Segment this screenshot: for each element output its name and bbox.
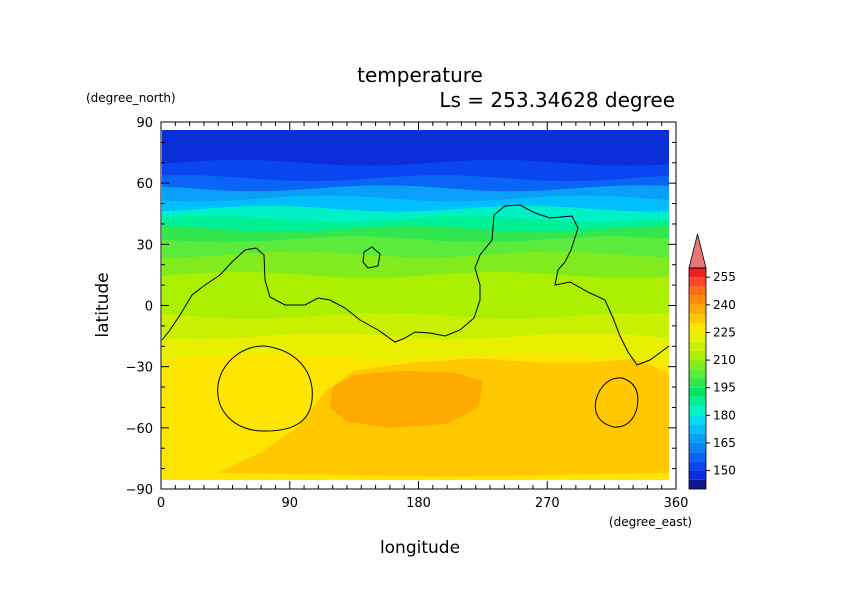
field-band [162, 292, 669, 320]
colorbar-swatch [689, 387, 706, 397]
colorbar-tick-label: 255 [713, 270, 736, 284]
contour-line-east-ellipse [594, 377, 639, 428]
colorbar-swatch [689, 424, 706, 434]
y-tick-label: 0 [145, 300, 153, 315]
y-tick-label: 30 [136, 238, 153, 253]
field-band [162, 205, 669, 223]
chart-subtitle: Ls = 253.34628 degree [439, 88, 675, 112]
axis-ticks [160, 121, 677, 490]
colorbar-swatch [689, 415, 706, 425]
colorbar-swatch [689, 360, 706, 370]
colorbar-swatch [689, 470, 706, 480]
colorbar-swatch [689, 323, 706, 333]
colorbar-over-triangle [688, 233, 707, 269]
colorbar-swatch [689, 406, 706, 416]
colorbar-swatch [689, 452, 706, 462]
colorbar-swatch [689, 295, 706, 305]
field-band [162, 175, 669, 193]
colorbar: 255 240 225 210 195 180 165 150 [688, 233, 736, 490]
chart-title: temperature [357, 63, 483, 87]
colorbar-tick-label: 240 [713, 298, 736, 312]
colorbar-tick-label: 195 [713, 381, 736, 395]
x-tick-label: 270 [535, 496, 560, 511]
colorbar-tick-label: 165 [713, 436, 736, 450]
colorbar-tick-label: 150 [713, 464, 736, 478]
x-tick-label: 360 [664, 496, 689, 511]
colorbar-swatch [689, 369, 706, 379]
contour-line-crater [362, 246, 381, 269]
x-tick-label: 180 [406, 496, 431, 511]
tick-labels: 0 90 180 270 360 90 60 30 0 −30 −60 −90 [126, 116, 689, 511]
field-band [162, 215, 669, 234]
colorbar-swatch [689, 378, 706, 388]
y-tick-label: −30 [126, 361, 153, 376]
field-band [162, 139, 669, 167]
x-tick-label: 0 [157, 496, 165, 511]
field-band [162, 226, 669, 244]
y-tick-label: 90 [136, 116, 153, 131]
y-axis-label: latitude [93, 272, 113, 337]
colorbar-swatch [689, 433, 706, 443]
colorbar-swatch [689, 268, 706, 278]
colorbar-tick-label: 180 [713, 408, 736, 422]
field-band [162, 159, 669, 183]
colorbar-tick-label: 225 [713, 325, 736, 339]
contour-line-west-ellipse [217, 345, 313, 432]
colorbar-swatch [689, 286, 706, 296]
colorbar-tick-label: 210 [713, 353, 736, 367]
field-band [162, 312, 669, 341]
colorbar-swatch [689, 332, 706, 342]
colorbar-swatch [689, 442, 706, 453]
y-tick-label: −60 [126, 422, 153, 437]
colorbar-swatch [689, 461, 706, 471]
colorbar-swatch [689, 314, 706, 324]
y-tick-label: 60 [136, 177, 153, 192]
field-band [162, 272, 669, 300]
colorbar-swatch [689, 350, 706, 361]
field-band [162, 251, 669, 279]
warm-maximum-region [329, 370, 483, 428]
colorbar-swatch [689, 341, 706, 351]
colorbar-swatch [689, 396, 706, 407]
x-axis-label: longitude [380, 538, 460, 558]
temperature-field [162, 130, 669, 480]
colorbar-swatch [689, 479, 706, 489]
colorbar-swatch [689, 304, 706, 315]
contour-lines [161, 204, 670, 432]
colorbar-swatch [689, 277, 706, 287]
contour-line-north [161, 204, 670, 366]
y-units-label: (degree_north) [86, 91, 176, 105]
colorbar-frame [688, 267, 707, 490]
x-tick-label: 90 [281, 496, 298, 511]
x-units-label: (degree_east) [609, 515, 692, 529]
y-tick-label: −90 [126, 483, 153, 498]
